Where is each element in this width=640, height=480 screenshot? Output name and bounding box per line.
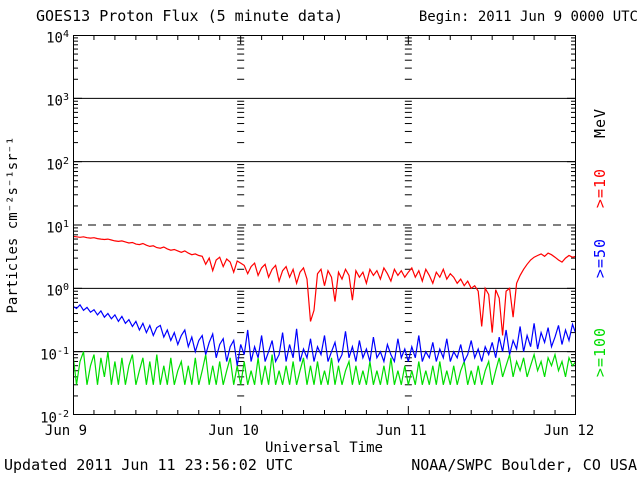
series-line-gege10: [73, 235, 576, 336]
y-tick-label: 10-1: [40, 345, 69, 364]
y-tick-label: 100: [46, 282, 69, 300]
plot-canvas: [73, 35, 576, 415]
legend-label-gege50: >=50: [591, 237, 609, 279]
y-tick-label: 102: [46, 155, 69, 174]
x-axis-title: Universal Time: [264, 440, 383, 456]
series-line-gege100: [73, 351, 576, 385]
y-tick-label: 103: [46, 92, 69, 110]
x-tick-label: Jun 9: [44, 423, 88, 439]
updated-timestamp: Updated 2011 Jun 11 23:56:02 UTC: [4, 456, 293, 474]
y-tick-label: 10-2: [40, 409, 69, 427]
x-tick-label: Jun 11: [376, 423, 427, 439]
legend-label-gege100: >=100: [591, 326, 609, 378]
y-axis-title: Particles cm⁻²s⁻¹sr⁻¹: [5, 136, 21, 314]
y-tick-label: 104: [46, 29, 69, 47]
begin-timestamp: Begin: 2011 Jun 9 0000 UTC: [418, 9, 638, 25]
x-tick-label: Jun 10: [208, 423, 259, 439]
plot-border: [73, 35, 576, 415]
source-credit: NOAA/SWPC Boulder, CO USA: [411, 456, 637, 474]
y-tick-label: 101: [46, 219, 69, 237]
series-line-gege50: [73, 303, 576, 366]
chart-title: GOES13 Proton Flux (5 minute data): [36, 7, 344, 25]
x-tick-label: Jun 12: [543, 423, 595, 439]
